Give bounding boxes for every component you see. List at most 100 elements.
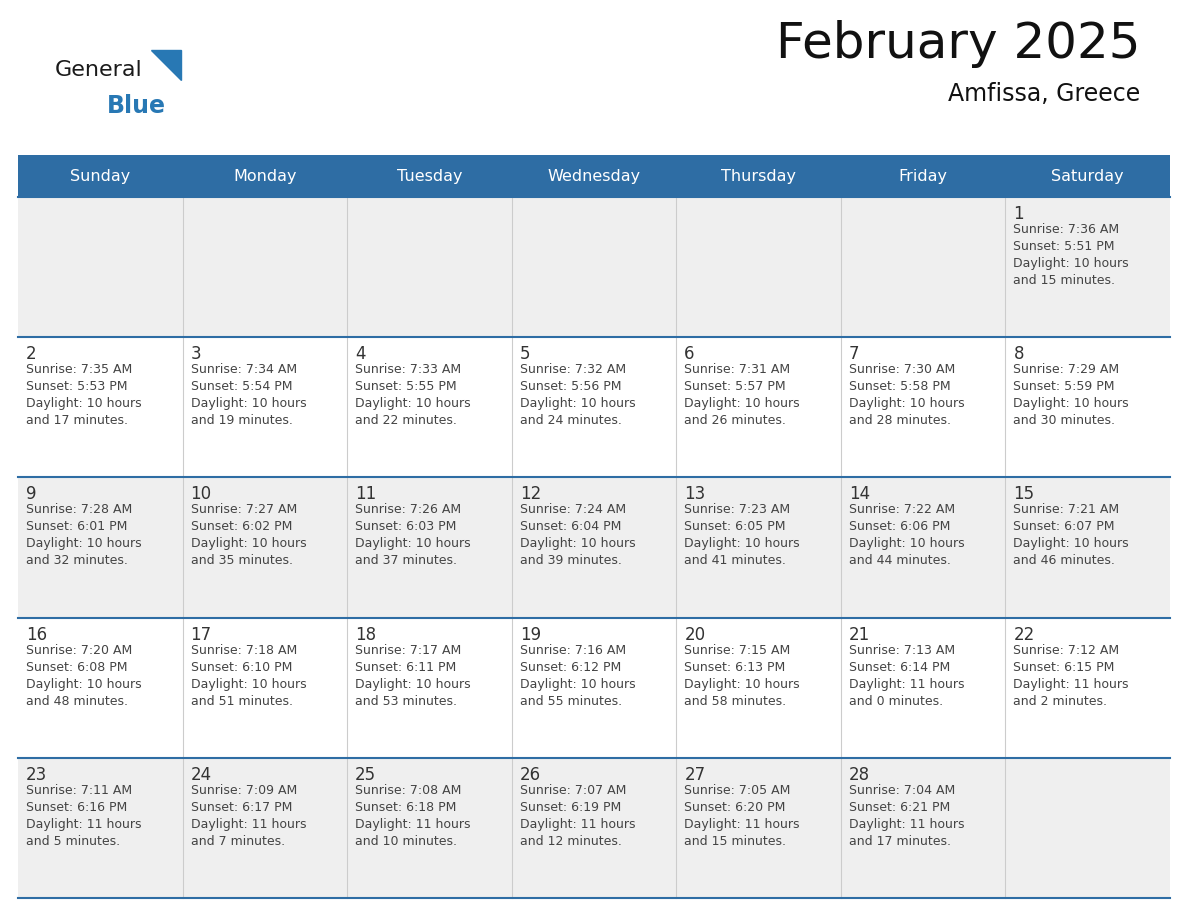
Text: Daylight: 10 hours: Daylight: 10 hours xyxy=(684,537,800,551)
Text: Sunrise: 7:04 AM: Sunrise: 7:04 AM xyxy=(849,784,955,797)
Text: Daylight: 10 hours: Daylight: 10 hours xyxy=(26,677,141,690)
Text: and 26 minutes.: and 26 minutes. xyxy=(684,414,786,427)
Text: Sunset: 6:11 PM: Sunset: 6:11 PM xyxy=(355,661,456,674)
Text: Saturday: Saturday xyxy=(1051,169,1124,184)
Text: and 7 minutes.: and 7 minutes. xyxy=(190,834,285,848)
Text: Daylight: 10 hours: Daylight: 10 hours xyxy=(519,677,636,690)
Text: and 48 minutes.: and 48 minutes. xyxy=(26,695,128,708)
Bar xyxy=(18,618,1170,757)
Text: Sunrise: 7:29 AM: Sunrise: 7:29 AM xyxy=(1013,364,1119,376)
Text: Sunrise: 7:17 AM: Sunrise: 7:17 AM xyxy=(355,644,461,656)
Text: General: General xyxy=(55,60,143,80)
Text: 11: 11 xyxy=(355,486,377,503)
Text: 22: 22 xyxy=(1013,625,1035,644)
Text: and 15 minutes.: and 15 minutes. xyxy=(684,834,786,848)
Text: and 37 minutes.: and 37 minutes. xyxy=(355,554,457,567)
Text: Sunrise: 7:16 AM: Sunrise: 7:16 AM xyxy=(519,644,626,656)
Text: Daylight: 10 hours: Daylight: 10 hours xyxy=(684,397,800,410)
Text: Sunset: 6:12 PM: Sunset: 6:12 PM xyxy=(519,661,621,674)
Text: Daylight: 10 hours: Daylight: 10 hours xyxy=(849,537,965,551)
Text: Sunset: 6:14 PM: Sunset: 6:14 PM xyxy=(849,661,950,674)
Text: Sunrise: 7:24 AM: Sunrise: 7:24 AM xyxy=(519,503,626,517)
Text: February 2025: February 2025 xyxy=(776,20,1140,68)
Text: Daylight: 10 hours: Daylight: 10 hours xyxy=(1013,537,1129,551)
Text: 13: 13 xyxy=(684,486,706,503)
Text: Daylight: 10 hours: Daylight: 10 hours xyxy=(849,397,965,410)
Text: Sunrise: 7:12 AM: Sunrise: 7:12 AM xyxy=(1013,644,1119,656)
Text: and 17 minutes.: and 17 minutes. xyxy=(849,834,950,848)
Text: 15: 15 xyxy=(1013,486,1035,503)
Text: Sunrise: 7:27 AM: Sunrise: 7:27 AM xyxy=(190,503,297,517)
Text: and 32 minutes.: and 32 minutes. xyxy=(26,554,128,567)
Text: Sunset: 6:10 PM: Sunset: 6:10 PM xyxy=(190,661,292,674)
Text: Tuesday: Tuesday xyxy=(397,169,462,184)
Text: Daylight: 10 hours: Daylight: 10 hours xyxy=(26,537,141,551)
Text: Daylight: 11 hours: Daylight: 11 hours xyxy=(849,818,965,831)
Text: and 17 minutes.: and 17 minutes. xyxy=(26,414,128,427)
Text: Sunset: 5:56 PM: Sunset: 5:56 PM xyxy=(519,380,621,393)
Text: and 24 minutes.: and 24 minutes. xyxy=(519,414,621,427)
Text: Daylight: 10 hours: Daylight: 10 hours xyxy=(190,397,307,410)
Text: Sunrise: 7:20 AM: Sunrise: 7:20 AM xyxy=(26,644,132,656)
Text: Daylight: 10 hours: Daylight: 10 hours xyxy=(355,537,470,551)
Text: 2: 2 xyxy=(26,345,37,364)
Text: Sunrise: 7:08 AM: Sunrise: 7:08 AM xyxy=(355,784,461,797)
Text: Daylight: 11 hours: Daylight: 11 hours xyxy=(849,677,965,690)
Text: Sunrise: 7:11 AM: Sunrise: 7:11 AM xyxy=(26,784,132,797)
Text: 17: 17 xyxy=(190,625,211,644)
Text: Sunset: 5:54 PM: Sunset: 5:54 PM xyxy=(190,380,292,393)
Text: and 5 minutes.: and 5 minutes. xyxy=(26,834,120,848)
Text: and 28 minutes.: and 28 minutes. xyxy=(849,414,950,427)
Text: Sunset: 6:16 PM: Sunset: 6:16 PM xyxy=(26,800,127,813)
Text: Sunset: 6:17 PM: Sunset: 6:17 PM xyxy=(190,800,292,813)
Text: and 22 minutes.: and 22 minutes. xyxy=(355,414,457,427)
Text: Sunrise: 7:31 AM: Sunrise: 7:31 AM xyxy=(684,364,790,376)
Text: and 15 minutes.: and 15 minutes. xyxy=(1013,274,1116,287)
Text: and 10 minutes.: and 10 minutes. xyxy=(355,834,457,848)
Text: Sunrise: 7:33 AM: Sunrise: 7:33 AM xyxy=(355,364,461,376)
Text: and 30 minutes.: and 30 minutes. xyxy=(1013,414,1116,427)
Text: Sunset: 6:03 PM: Sunset: 6:03 PM xyxy=(355,521,456,533)
Polygon shape xyxy=(151,50,181,80)
Text: Sunset: 6:01 PM: Sunset: 6:01 PM xyxy=(26,521,127,533)
Text: Sunset: 5:58 PM: Sunset: 5:58 PM xyxy=(849,380,950,393)
Text: 25: 25 xyxy=(355,766,377,784)
Text: Daylight: 11 hours: Daylight: 11 hours xyxy=(1013,677,1129,690)
Bar xyxy=(18,197,1170,337)
Text: and 0 minutes.: and 0 minutes. xyxy=(849,695,943,708)
Text: 5: 5 xyxy=(519,345,530,364)
Text: Sunset: 6:19 PM: Sunset: 6:19 PM xyxy=(519,800,621,813)
Text: Sunset: 6:13 PM: Sunset: 6:13 PM xyxy=(684,661,785,674)
Text: 10: 10 xyxy=(190,486,211,503)
Text: Sunset: 6:02 PM: Sunset: 6:02 PM xyxy=(190,521,292,533)
Text: Sunrise: 7:07 AM: Sunrise: 7:07 AM xyxy=(519,784,626,797)
Text: 27: 27 xyxy=(684,766,706,784)
Text: Amfissa, Greece: Amfissa, Greece xyxy=(948,82,1140,106)
Text: Sunrise: 7:26 AM: Sunrise: 7:26 AM xyxy=(355,503,461,517)
Text: Sunset: 6:18 PM: Sunset: 6:18 PM xyxy=(355,800,456,813)
Text: Daylight: 10 hours: Daylight: 10 hours xyxy=(519,397,636,410)
Text: Daylight: 10 hours: Daylight: 10 hours xyxy=(190,537,307,551)
Text: Sunday: Sunday xyxy=(70,169,131,184)
Text: 20: 20 xyxy=(684,625,706,644)
Text: Daylight: 10 hours: Daylight: 10 hours xyxy=(684,677,800,690)
Text: and 55 minutes.: and 55 minutes. xyxy=(519,695,621,708)
Text: and 35 minutes.: and 35 minutes. xyxy=(190,554,292,567)
Text: Sunrise: 7:21 AM: Sunrise: 7:21 AM xyxy=(1013,503,1119,517)
Bar xyxy=(18,155,1170,197)
Text: 23: 23 xyxy=(26,766,48,784)
Text: Sunset: 5:53 PM: Sunset: 5:53 PM xyxy=(26,380,127,393)
Text: and 2 minutes.: and 2 minutes. xyxy=(1013,695,1107,708)
Text: Sunrise: 7:13 AM: Sunrise: 7:13 AM xyxy=(849,644,955,656)
Text: Sunset: 6:06 PM: Sunset: 6:06 PM xyxy=(849,521,950,533)
Text: Daylight: 10 hours: Daylight: 10 hours xyxy=(355,397,470,410)
Text: Sunrise: 7:28 AM: Sunrise: 7:28 AM xyxy=(26,503,132,517)
Text: Sunrise: 7:22 AM: Sunrise: 7:22 AM xyxy=(849,503,955,517)
Text: Thursday: Thursday xyxy=(721,169,796,184)
Text: Sunrise: 7:32 AM: Sunrise: 7:32 AM xyxy=(519,364,626,376)
Text: and 51 minutes.: and 51 minutes. xyxy=(190,695,292,708)
Text: Sunset: 6:05 PM: Sunset: 6:05 PM xyxy=(684,521,785,533)
Text: Daylight: 10 hours: Daylight: 10 hours xyxy=(190,677,307,690)
Text: Daylight: 10 hours: Daylight: 10 hours xyxy=(1013,397,1129,410)
Text: Daylight: 10 hours: Daylight: 10 hours xyxy=(519,537,636,551)
